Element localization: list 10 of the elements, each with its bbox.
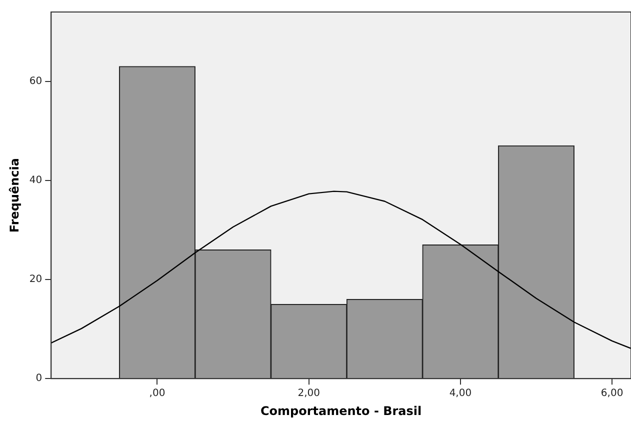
x-tick-label: 6,00: [600, 388, 624, 400]
y-tick-label: 60: [29, 76, 42, 87]
x-tick-label: 4,00: [449, 388, 472, 400]
y-tick-label: 40: [29, 175, 42, 186]
x-tick-label: ,00: [149, 388, 166, 400]
y-axis-title: Frequência: [7, 158, 22, 233]
x-axis-title: Comportamento - Brasil: [260, 404, 422, 418]
y-tick-label: 0: [36, 373, 42, 384]
x-tick-label: 2,00: [298, 388, 320, 400]
y-tick-label: 20: [29, 274, 42, 286]
